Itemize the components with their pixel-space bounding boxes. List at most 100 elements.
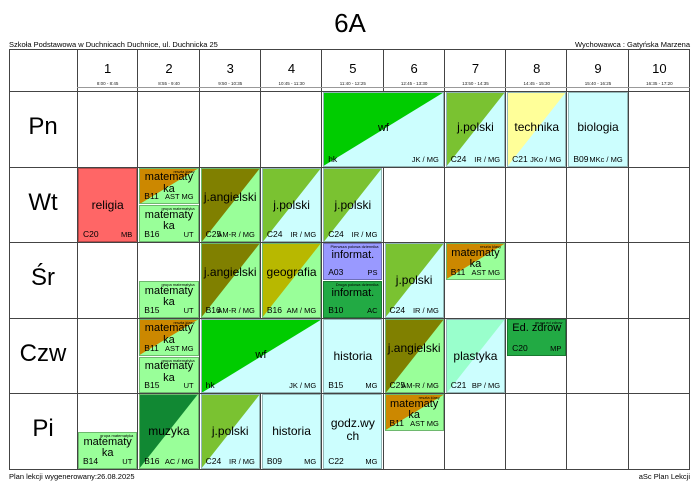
room-code: B15 — [144, 380, 160, 391]
subject-name: wf — [377, 122, 389, 134]
group-label: grupa matematyka — [161, 206, 195, 212]
color-band-triangle — [140, 168, 198, 204]
class-title: 6A — [334, 8, 366, 38]
lesson-card[interactable]: plastyka C21 BP / MG — [445, 318, 506, 394]
color-band-triangle — [201, 244, 259, 317]
subject-name: j.polski — [211, 424, 249, 439]
teacher-code: JK / MG — [411, 154, 439, 164]
period-number: 8 — [533, 61, 541, 76]
room-code: B11 — [144, 342, 159, 353]
teacher-code: UT — [122, 456, 133, 466]
teacher-code: AC / MG — [164, 456, 194, 466]
lesson-card[interactable]: wf hk JK / MG — [200, 318, 322, 394]
period-time: 8:00 - 8:45 — [96, 81, 119, 86]
lesson-card[interactable]: technika C21 JKo / MG — [507, 92, 567, 167]
group-label: grupa ed zdrow — [534, 319, 563, 325]
subject-name: matematyka — [451, 246, 500, 271]
grid-line-horizontal — [9, 317, 690, 319]
room-code: C25 — [205, 229, 222, 240]
lesson-card[interactable]: j.angielski C25 AM-R / MG — [384, 318, 444, 394]
period-time: 13:50 - 14:35 — [462, 81, 489, 86]
room-code: C24 — [205, 455, 222, 466]
lesson-card[interactable]: j.angielski B16 AM-R / MG — [200, 243, 260, 318]
lesson-card[interactable]: godz.wy ch C22 MG — [323, 394, 383, 469]
lesson-card[interactable]: grupa matematyka matematyka B14 UT — [78, 432, 138, 469]
lesson-card[interactable]: grupa matematyka matematyka B15 UT — [139, 356, 199, 394]
lesson-card[interactable]: muzyka B16 AC / MG — [139, 394, 199, 469]
room-code: B16 — [144, 455, 160, 466]
lesson-card[interactable]: grupa ed zdrow Ed. zdrow C20 MP — [507, 318, 567, 356]
grid-line-horizontal — [9, 393, 690, 395]
lesson-card[interactable]: j.polski C24 IR / MG — [323, 167, 383, 243]
room-code: C21 — [512, 153, 528, 164]
teacher-code: PS — [367, 267, 378, 277]
lesson-card[interactable]: reszta klasy matematyka B11 AST MG — [445, 243, 506, 280]
subject-name: j.angielski — [203, 265, 257, 280]
room-code: A03 — [328, 266, 344, 277]
subject-name: matematyka — [144, 322, 194, 346]
grid-line-vertical — [689, 49, 690, 469]
group-label: grupa matematyka — [161, 282, 195, 287]
grid-line-vertical — [627, 49, 629, 469]
color-band — [262, 168, 321, 242]
subject-name: religia — [91, 197, 124, 212]
lesson-card[interactable]: religia C20 MB — [78, 167, 138, 243]
period-time: 14:45 - 15:30 — [523, 81, 550, 86]
teacher-code: IR / MG — [351, 230, 378, 240]
subject-name: j.polski — [395, 273, 433, 288]
lesson-card[interactable]: Druga połowa dziennika informat. B10 AC — [323, 281, 383, 318]
day-label: Pi — [32, 415, 54, 443]
color-band — [262, 244, 321, 317]
room-code: B16 — [205, 304, 221, 315]
lesson-card[interactable]: historia B15 MG — [323, 318, 383, 394]
grid-line-vertical — [9, 49, 10, 469]
room-code: B10 — [328, 304, 344, 315]
lesson-card[interactable]: reszta klasy matematyka B11 AST MG — [139, 318, 199, 356]
lesson-card[interactable]: Pierwsza połowa dziennika informat. A03 PS — [323, 243, 383, 280]
grid-line-horizontal — [9, 91, 690, 92]
lesson-card[interactable]: grupa matematyka matematyka B16 UT — [139, 205, 199, 243]
grid-line-vertical — [259, 49, 261, 469]
color-band — [446, 244, 505, 279]
lesson-card[interactable]: reszta klasy matematyka B11 AST MG — [139, 167, 199, 205]
color-band — [324, 168, 382, 242]
teacher-code: AM / MG — [286, 305, 317, 315]
lesson-card[interactable]: j.polski C24 IR / MG — [384, 243, 444, 318]
lesson-card[interactable]: grupa matematyka matematyka B15 UT — [139, 281, 199, 318]
period-time: 11:40 - 12:25 — [339, 81, 366, 86]
lesson-card[interactable]: j.angielski C25 AM-R / MG — [200, 167, 260, 243]
lesson-card[interactable]: j.polski C24 IR / MG — [261, 167, 322, 243]
teacher-code: BP / MG — [471, 381, 501, 391]
lesson-card[interactable]: biologia B09 MKc / MG — [568, 92, 628, 167]
color-band-triangle — [140, 395, 198, 468]
room-code: C24 — [450, 153, 467, 164]
lesson-card[interactable]: wf hk JK / MG — [323, 92, 444, 167]
color-band-triangle — [201, 168, 259, 242]
room-code: C20 — [83, 229, 99, 240]
teacher-code: UT — [183, 230, 194, 240]
lesson-card[interactable]: j.polski C24 IR / MG — [445, 92, 506, 167]
period-number: 5 — [349, 61, 357, 76]
subject-name: matematyka — [83, 435, 132, 460]
color-band-triangle — [385, 395, 443, 431]
lesson-card[interactable]: geografia B16 AM / MG — [261, 243, 322, 318]
lesson-card[interactable]: historia B09 MG — [261, 394, 322, 469]
period-number: 6 — [410, 61, 418, 76]
color-band — [385, 319, 443, 393]
teacher-code: AC — [367, 305, 378, 315]
grid-line-vertical — [566, 49, 568, 469]
room-code: B09 — [266, 455, 283, 466]
period-number: 7 — [471, 61, 480, 76]
color-band-triangle — [446, 244, 505, 279]
room-code: C24 — [266, 229, 283, 240]
color-band-triangle — [324, 168, 382, 242]
subject-name: informat. — [331, 287, 375, 299]
day-label: Czw — [19, 339, 67, 367]
group-label: Druga połowa dziennika — [335, 282, 379, 287]
lesson-card[interactable]: reszta klasy matematyka B11 AST MG — [384, 394, 444, 432]
color-band — [201, 244, 259, 317]
teacher-code: AM-R / MG — [217, 305, 255, 315]
color-band — [508, 93, 566, 166]
lesson-card[interactable]: j.polski C24 IR / MG — [200, 394, 260, 469]
room-code: C20 — [512, 342, 528, 353]
